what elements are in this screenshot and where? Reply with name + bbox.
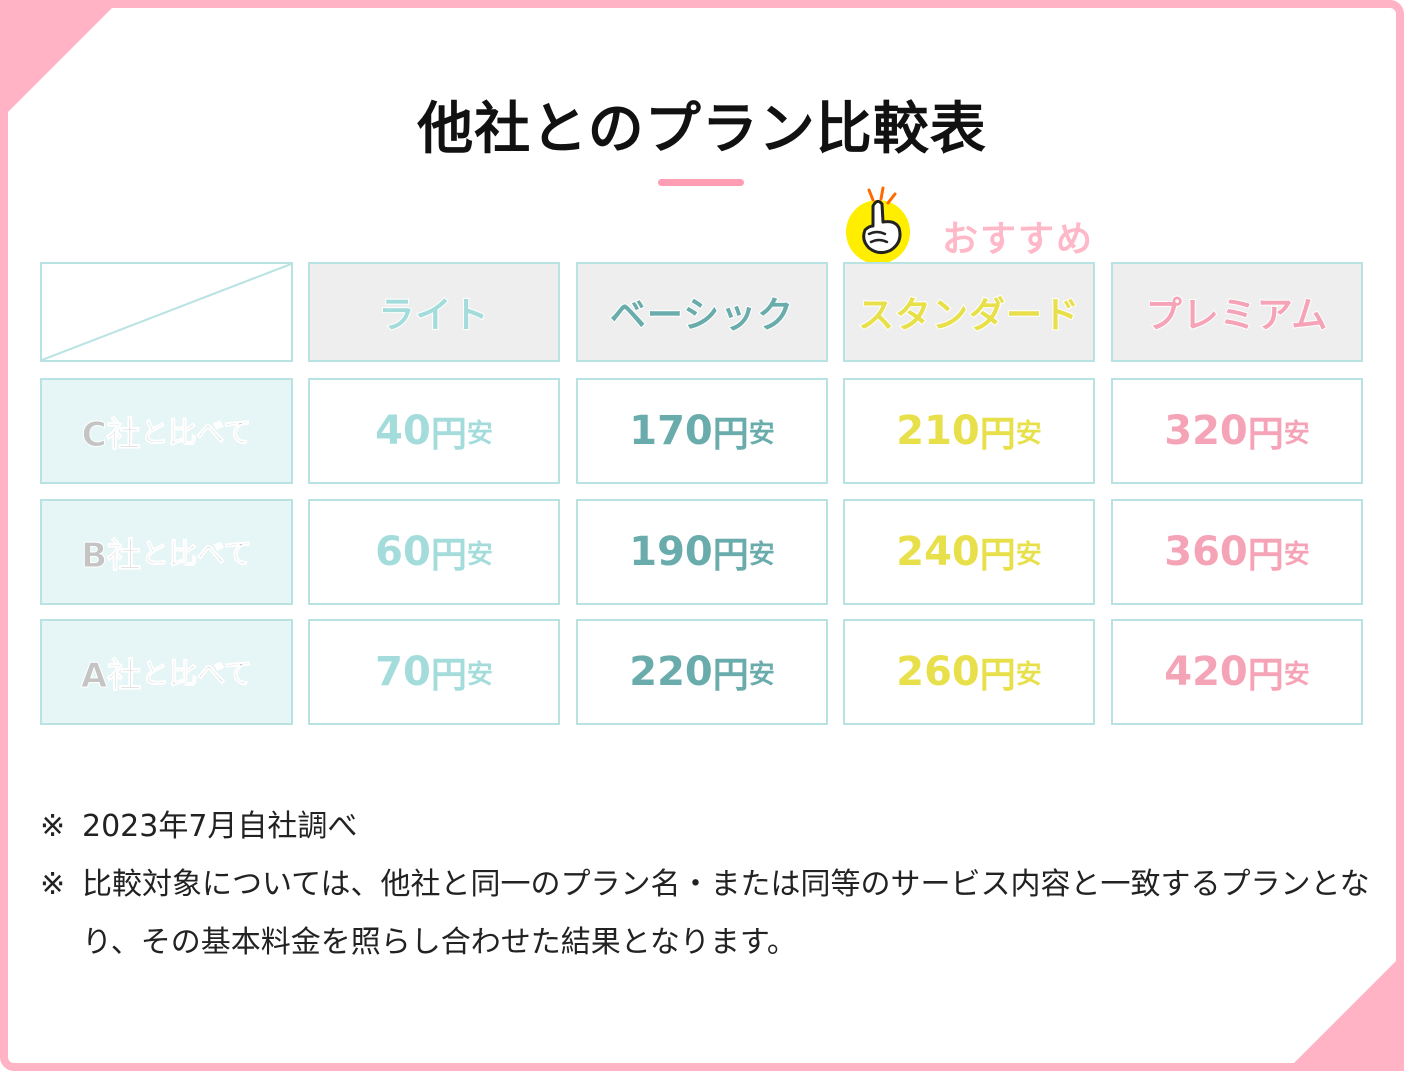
diagonal-line [42,264,291,360]
price-diff-value: 70 [374,648,432,696]
corner-decoration-bottom-right [1286,953,1404,1071]
row-header-b: B社 と比べて [40,499,293,605]
price-diff-cell: 240 円安 [843,499,1095,605]
price-diff-cell: 210 円安 [843,378,1095,484]
cheaper-label: 安 [1283,659,1310,690]
row-header-c: C社 と比べて [40,378,293,484]
price-diff-cell: 420 円安 [1111,619,1363,725]
cheaper-label: 安 [466,418,493,449]
note-text: 2023年7月自社調べ [82,809,358,844]
plan-header-label: ライト [377,294,490,337]
price-diff-cell: 60 円安 [308,499,560,605]
footnotes: ※ 2023年7月自社調べ ※ 比較対象については、他社と同一のプラン名・または… [40,798,1370,972]
compare-suffix: と比べて [140,416,252,450]
price-diff-cell: 190 円安 [576,499,828,605]
compare-suffix: と比べて [141,537,253,571]
note-mark: ※ [40,867,66,902]
cheaper-label: 安 [1015,659,1042,690]
yen-label: 円 [1247,413,1285,456]
cheaper-label: 安 [466,659,493,690]
price-diff-cell: 70 円安 [308,619,560,725]
yen-label: 円 [979,534,1017,577]
note-text: 比較対象については、他社と同一のプラン名・または同等のサービス内容と一致するプラ… [82,867,1370,960]
price-diff-value: 360 [1163,528,1248,576]
price-diff-value: 420 [1163,648,1248,696]
plan-header-basic: ベーシック [576,262,828,362]
yen-label: 円 [712,534,750,577]
yen-label: 円 [430,654,468,697]
yen-label: 円 [430,534,468,577]
company-name: A社 [80,655,142,696]
plan-header-label: プレミアム [1145,294,1329,337]
footnote: ※ 比較対象については、他社と同一のプラン名・または同等のサービス内容と一致する… [40,856,1370,972]
price-diff-value: 210 [895,407,980,455]
price-diff-value: 240 [895,528,980,576]
plan-header-label: ベーシック [609,294,795,337]
plan-header-label: スタンダード [857,294,1080,337]
yen-label: 円 [1247,654,1285,697]
cheaper-label: 安 [748,659,775,690]
price-diff-value: 190 [628,528,713,576]
corner-header-cell [40,262,293,362]
note-mark: ※ [40,809,66,844]
cheaper-label: 安 [1283,539,1310,570]
price-diff-value: 60 [374,528,432,576]
cheaper-label: 安 [466,539,493,570]
plan-header-premium: プレミアム [1111,262,1363,362]
yen-label: 円 [712,654,750,697]
row-header-a: A社 と比べて [40,619,293,725]
yen-label: 円 [1247,534,1285,577]
price-diff-cell: 360 円安 [1111,499,1363,605]
price-diff-cell: 320 円安 [1111,378,1363,484]
corner-decoration-top-left [0,0,120,120]
yen-label: 円 [712,413,750,456]
plan-header-standard: スタンダード [843,262,1095,362]
price-diff-value: 320 [1163,407,1248,455]
company-name: B社 [81,535,142,576]
cheaper-label: 安 [1015,539,1042,570]
price-diff-value: 260 [895,648,980,696]
page-title: 他社とのプラン比較表 [417,97,987,162]
cheaper-label: 安 [748,539,775,570]
cheaper-label: 安 [748,418,775,449]
footnote: ※ 2023年7月自社調べ [40,798,1370,856]
cheaper-label: 安 [1283,418,1310,449]
plan-header-light: ライト [308,262,560,362]
price-diff-value: 220 [628,648,713,696]
price-diff-cell: 40 円安 [308,378,560,484]
yen-label: 円 [979,654,1017,697]
yen-label: 円 [979,413,1017,456]
price-diff-cell: 220 円安 [576,619,828,725]
yen-label: 円 [430,413,468,456]
title-underline [658,179,744,186]
price-diff-value: 170 [628,407,713,455]
price-diff-cell: 260 円安 [843,619,1095,725]
cheaper-label: 安 [1015,418,1042,449]
compare-suffix: と比べて [141,657,253,691]
company-name: C社 [81,414,141,455]
price-diff-cell: 170 円安 [576,378,828,484]
pointing-finger-icon [846,186,910,264]
recommend-label: おすすめ [942,219,1095,260]
price-diff-value: 40 [374,407,432,455]
